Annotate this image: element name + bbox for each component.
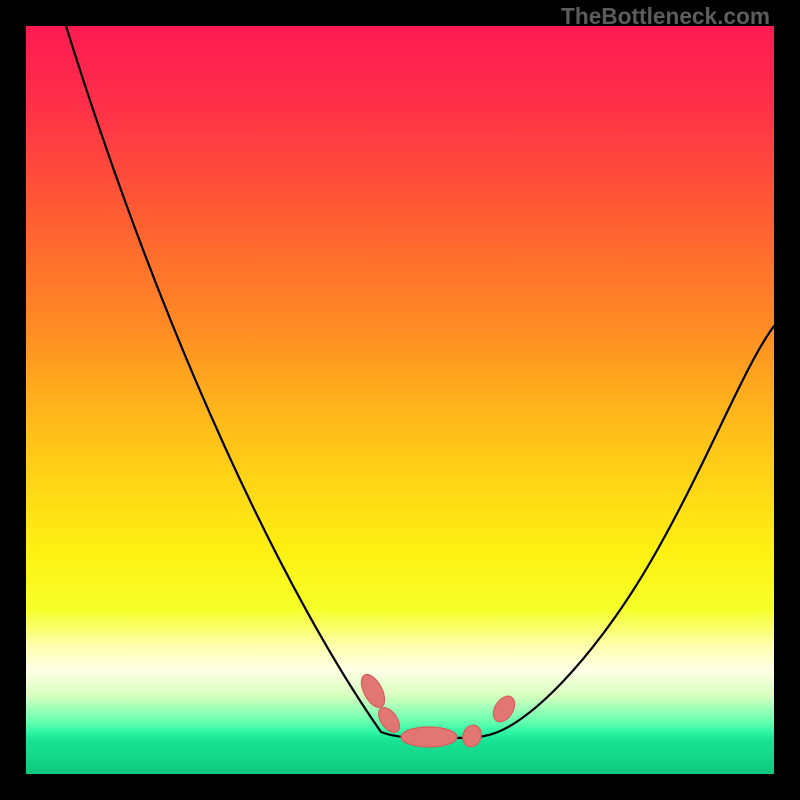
- gradient-background: [26, 26, 774, 774]
- plot-area: [26, 26, 774, 774]
- watermark-text: TheBottleneck.com: [561, 3, 770, 30]
- gradient-rect: [26, 26, 774, 774]
